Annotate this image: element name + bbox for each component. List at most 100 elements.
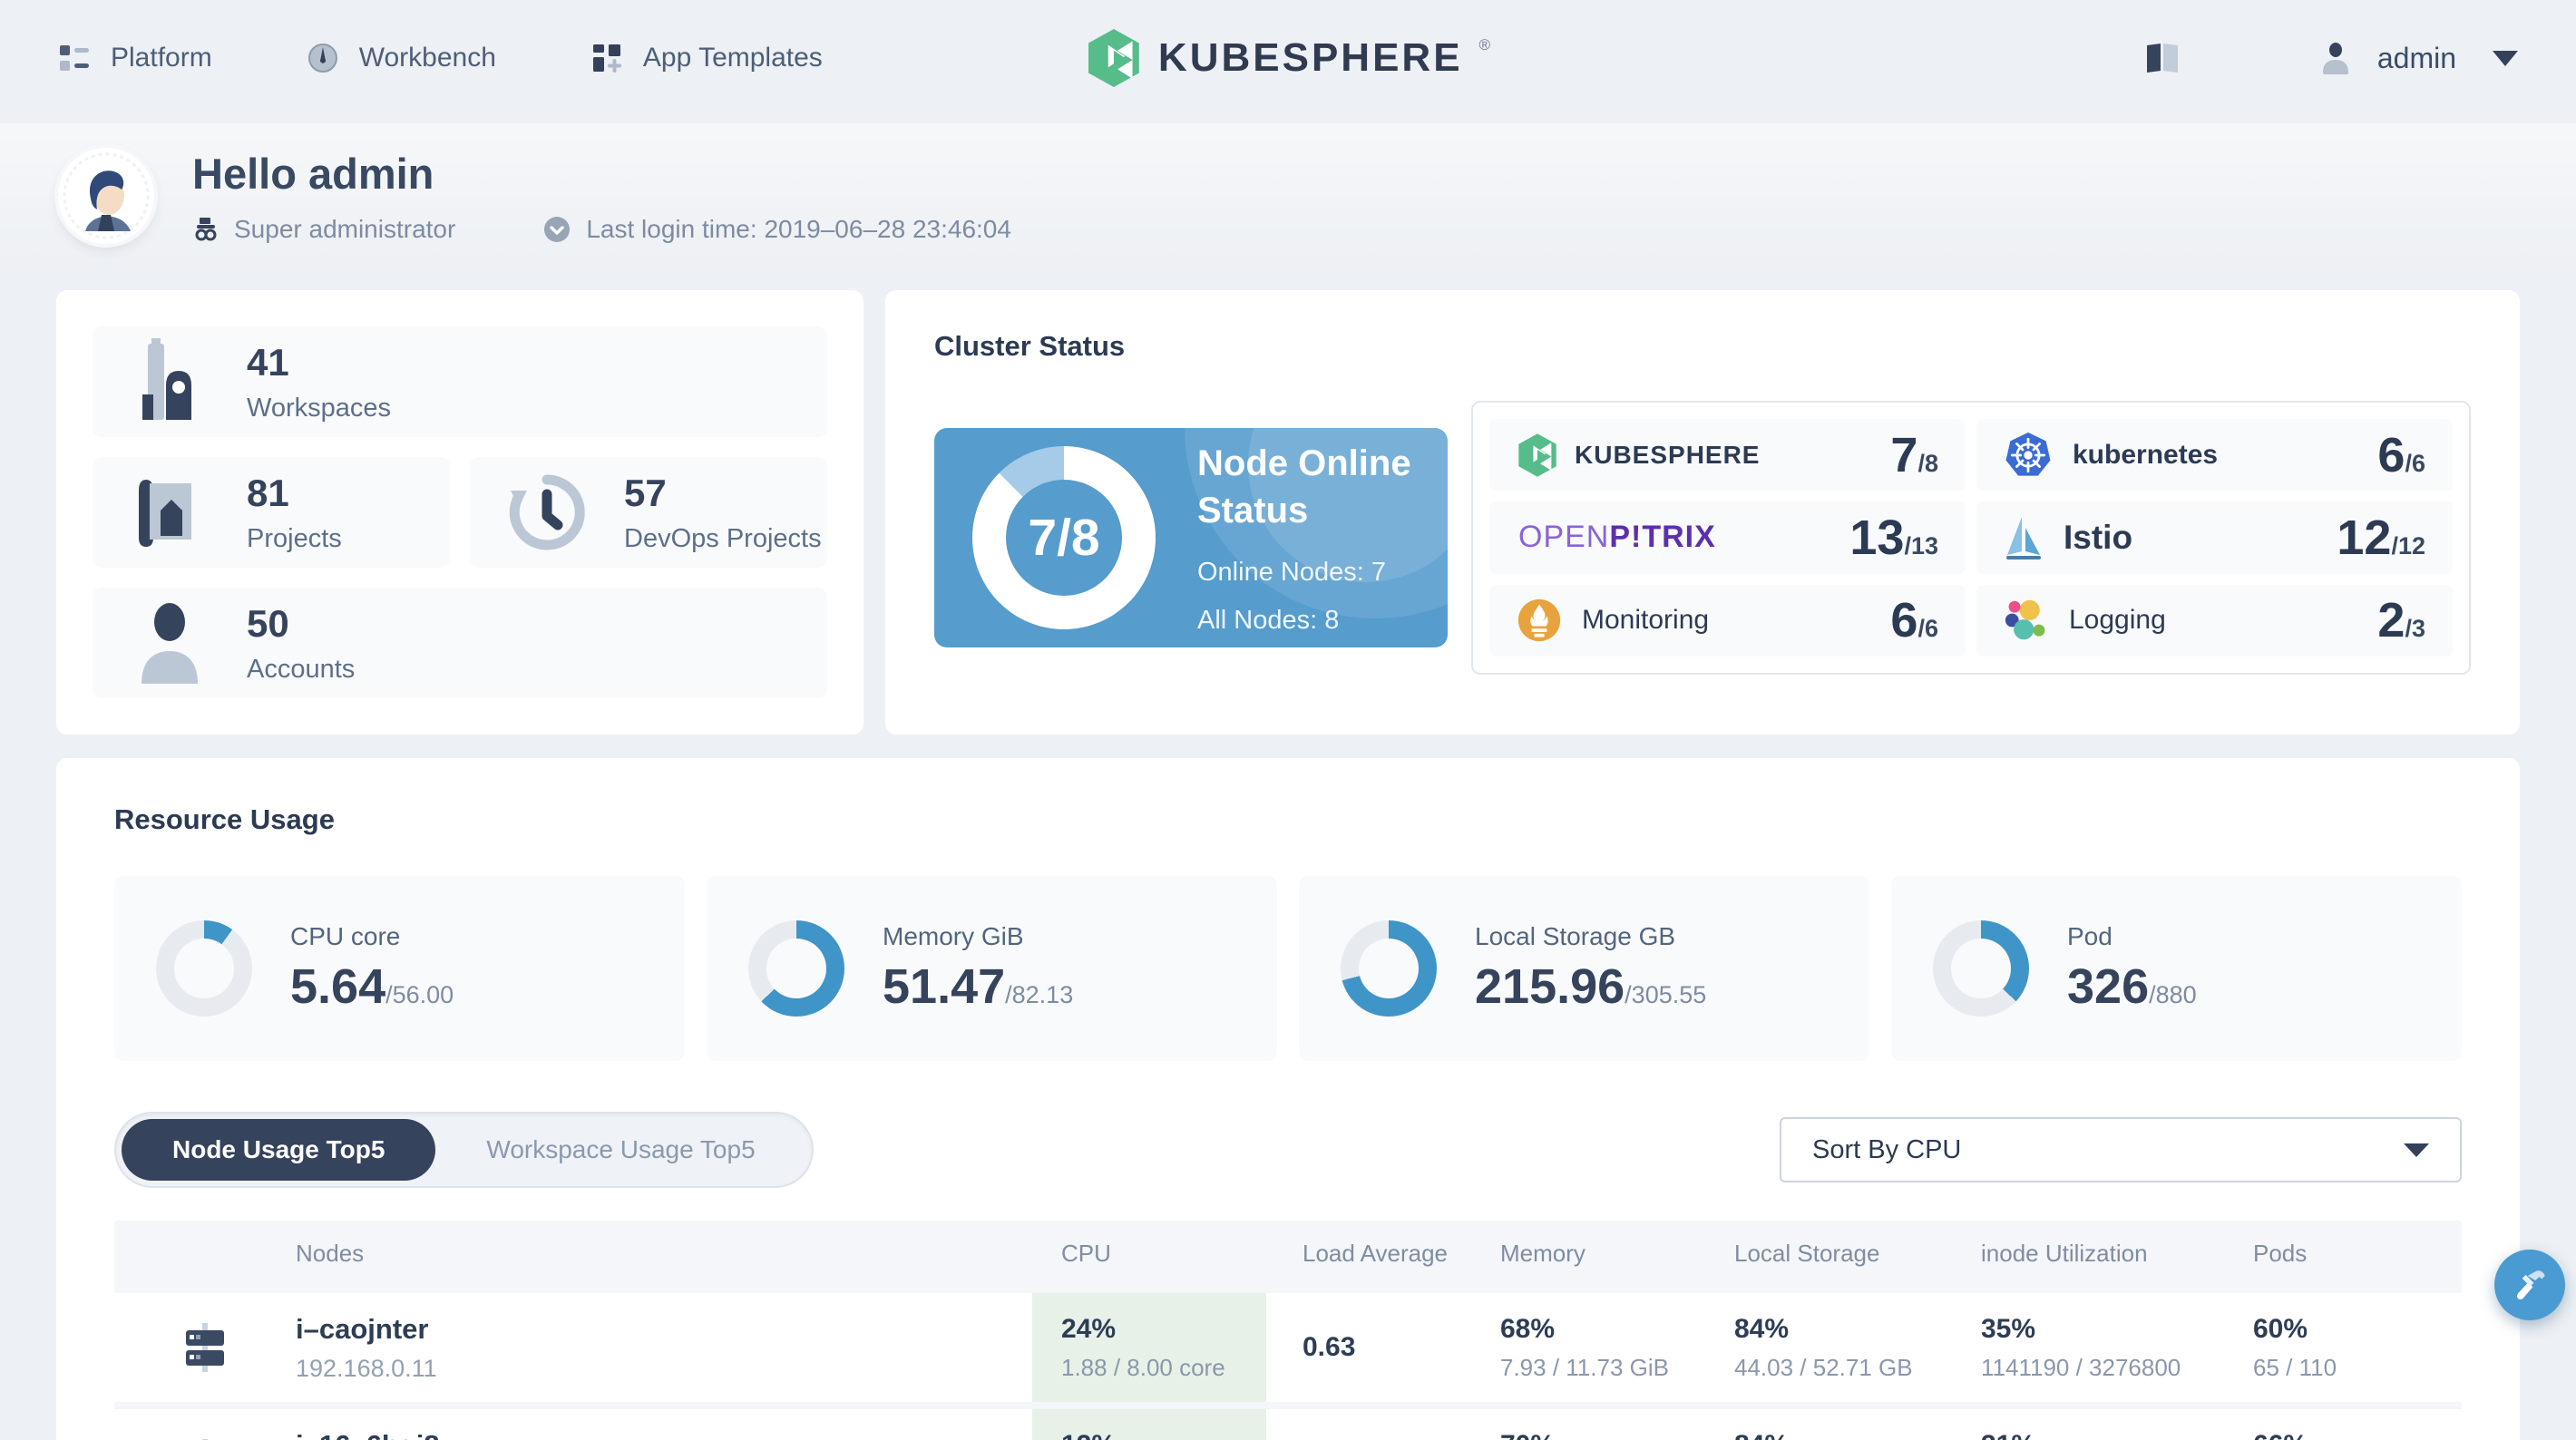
stat-label: Workspaces (247, 393, 392, 423)
service-name: KUBESPHERE (1575, 440, 1761, 469)
kubernetes-icon (2004, 431, 2053, 480)
usage-label: Memory GiB (883, 922, 1024, 950)
load-average: 0.63 (1303, 1332, 1356, 1362)
inode-percent: 31% (1981, 1430, 2253, 1440)
resource-usage-card: Resource Usage CPU core 5.64/56.00 Memor… (56, 758, 2520, 1440)
sort-by-dropdown[interactable]: Sort By CPU (1780, 1117, 2462, 1182)
usage-total: /56.00 (385, 981, 454, 1008)
service-tile-monitoring: Monitoring 6/6 (1489, 584, 1966, 657)
page-title: Hello admin (192, 149, 434, 198)
node-status-donut: 7/8 (972, 446, 1156, 629)
role-label: Super administrator (234, 214, 456, 243)
stat-label: Accounts (247, 654, 356, 684)
stat-value: 50 (247, 601, 289, 645)
nav-item-label: App Templates (642, 43, 823, 73)
storage-percent: 84% (1734, 1430, 1981, 1440)
service-tile-kubesphere: KUBESPHERE 7/8 (1489, 419, 1966, 491)
cpu-detail: 1.88 / 8.00 core (1061, 1353, 1225, 1381)
hammer-icon (2512, 1267, 2548, 1303)
memory-detail: 7.93 / 11.73 GiB (1500, 1353, 1669, 1381)
node-online-status-panel: 7/8 Node Online Status Online Nodes: 7 A… (934, 428, 1448, 647)
app-grid-icon (590, 42, 623, 74)
service-count: 13 (1849, 510, 1905, 565)
nav-item-label: Platform (111, 43, 212, 73)
nav-item-app-templates[interactable]: App Templates (590, 42, 823, 74)
node-name[interactable]: i–16x6bgj8 (296, 1429, 1032, 1440)
pods-detail: 65 / 110 (2253, 1353, 2337, 1381)
projects-icon (93, 472, 247, 552)
usage-tab-group: Node Usage Top5 Workspace Usage Top5 (114, 1112, 814, 1188)
kubesphere-logo[interactable]: KUBESPHERE ® (1086, 28, 1490, 88)
table-row[interactable]: i–caojnter 192.168.0.11 24% 1.88 / 8.00 … (114, 1293, 2462, 1402)
service-name: P!TRIX (1609, 520, 1716, 555)
table-header: Nodes CPU Load Average Memory Local Stor… (114, 1221, 2462, 1286)
node-ip: 192.168.0.11 (296, 1354, 437, 1382)
stat-value: 81 (247, 471, 289, 514)
column-header-memory: Memory (1500, 1239, 1586, 1267)
usage-tile-local-storage: Local Storage GB 215.96/305.55 (1299, 876, 1869, 1061)
hero-section: Hello admin Super administrator Last log… (0, 123, 2576, 268)
user-icon (2317, 40, 2354, 76)
storage-usage-donut (1341, 920, 1437, 1017)
service-tile-kubernetes: kubernetes 6/6 (1976, 419, 2453, 491)
service-tile-istio: Istio 12/12 (1976, 501, 2453, 574)
memory-percent: 68% (1500, 1313, 1556, 1344)
user-menu[interactable]: admin (2317, 40, 2518, 76)
node-ratio: 7/8 (1028, 509, 1100, 567)
toolbox-fab-button[interactable] (2494, 1250, 2565, 1320)
registered-mark: ® (1478, 36, 1491, 54)
openpitrix-wordmark: OPENP!TRIX (1518, 520, 1716, 555)
stat-value: 57 (624, 471, 667, 514)
stat-label: Projects (247, 523, 342, 553)
node-usage-table: Nodes CPU Load Average Memory Local Stor… (114, 1221, 2462, 1440)
usage-label: Pod (2067, 922, 2113, 950)
pods-percent: 66% (2253, 1430, 2462, 1440)
service-tile-openpitrix: OPENP!TRIX 13/13 (1489, 501, 1966, 574)
stat-tile-workspaces[interactable]: 41 Workspaces (93, 326, 827, 437)
usage-tile-memory: Memory GiB 51.47/82.13 (707, 876, 1277, 1061)
kubesphere-icon (1517, 433, 1558, 478)
usage-total: /880 (2149, 981, 2197, 1008)
usage-value: 326 (2067, 959, 2150, 1014)
usage-total: /305.55 (1625, 981, 1707, 1008)
memory-percent: 70% (1500, 1430, 1734, 1440)
storage-detail: 44.03 / 52.71 GB (1734, 1353, 1913, 1381)
documentation-book-icon[interactable] (2143, 40, 2181, 76)
avatar (58, 148, 154, 244)
prometheus-icon (1517, 598, 1562, 643)
top-nav-bar: Platform Workbench App Templates KUBESPH… (0, 0, 2576, 116)
inode-detail: 1141190 / 3276800 (1981, 1353, 2181, 1381)
stat-value: 41 (247, 340, 289, 384)
gauge-icon (307, 42, 339, 74)
role-badge-icon (192, 216, 220, 243)
service-total: /8 (1917, 449, 1938, 477)
pods-percent: 60% (2253, 1313, 2308, 1344)
service-name: Monitoring (1582, 605, 1710, 636)
stat-tile-devops-projects[interactable]: 57 DevOps Projects (470, 457, 827, 568)
service-total: /6 (2405, 449, 2425, 477)
table-row[interactable]: i–16x6bgj8 192.168.0.14 12% 0.93 / 8.00 … (114, 1409, 2462, 1440)
cluster-services-panel: KUBESPHERE 7/8 kubernetes 6/6 OPENP!TRIX… (1471, 401, 2471, 675)
column-header-local-storage: Local Storage (1734, 1239, 1880, 1267)
tab-node-usage-top5[interactable]: Node Usage Top5 (122, 1119, 436, 1181)
service-total: /13 (1904, 531, 1938, 559)
username: admin (2376, 41, 2456, 74)
all-nodes: All Nodes: 8 (1197, 606, 1340, 635)
nav-item-workbench[interactable]: Workbench (307, 42, 496, 74)
chevron-down-icon (2493, 50, 2518, 66)
resource-usage-title: Resource Usage (114, 803, 335, 835)
usage-tile-pod: Pod 326/880 (1891, 876, 2462, 1061)
cpu-usage-donut (156, 920, 252, 1017)
stat-tile-projects[interactable]: 81 Projects (93, 457, 450, 568)
service-name: OPEN (1518, 520, 1610, 555)
service-tile-logging: Logging 2/3 (1976, 584, 2453, 657)
stat-tile-accounts[interactable]: 50 Accounts (93, 588, 827, 698)
node-name[interactable]: i–caojnter (296, 1312, 429, 1345)
node-server-icon (114, 1293, 296, 1402)
nav-item-platform[interactable]: Platform (58, 42, 212, 74)
tab-workspace-usage-top5[interactable]: Workspace Usage Top5 (486, 1135, 756, 1163)
last-login-label: Last login time: 2019–06–28 23:46:04 (586, 214, 1011, 243)
cpu-percent: 24% (1061, 1313, 1117, 1344)
workspaces-icon (93, 338, 247, 425)
stat-label: DevOps Projects (624, 523, 822, 553)
